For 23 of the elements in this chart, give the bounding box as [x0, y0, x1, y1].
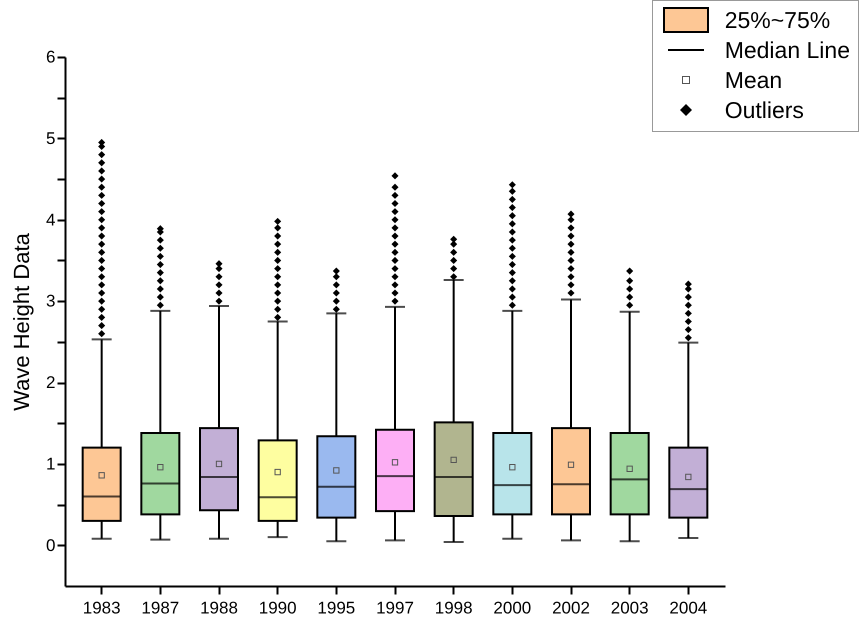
- x-tick-label: 2000: [493, 598, 532, 618]
- legend-label: 25%~75%: [724, 6, 830, 35]
- x-tick-label: 2002: [552, 598, 590, 618]
- x-tick-label: 2004: [669, 598, 708, 618]
- y-axis-title: Wave Height Data: [9, 232, 34, 411]
- y-tick-label: 1: [46, 454, 56, 474]
- x-tick-label: 1988: [200, 598, 238, 618]
- y-tick-label: 3: [46, 292, 56, 311]
- x-tick-label: 1983: [82, 598, 121, 618]
- y-tick-label: 2: [46, 373, 56, 392]
- x-tick-label: 1990: [258, 598, 297, 618]
- annotation: Outliers: [724, 96, 804, 125]
- y-tick-label: 5: [46, 128, 56, 148]
- x-tick-label: 2003: [610, 598, 649, 618]
- y-tick-label: 0: [46, 536, 56, 555]
- y-tick-label: 6: [46, 48, 56, 66]
- x-tick-label: 1995: [317, 598, 356, 618]
- annotation: Mean: [724, 66, 782, 95]
- x-tick-label: 1987: [141, 598, 180, 618]
- x-tick-label: 1998: [434, 598, 473, 618]
- annotation: Median Line: [724, 36, 850, 65]
- x-tick-label: 1997: [376, 598, 414, 618]
- y-tick-label: 4: [46, 210, 56, 230]
